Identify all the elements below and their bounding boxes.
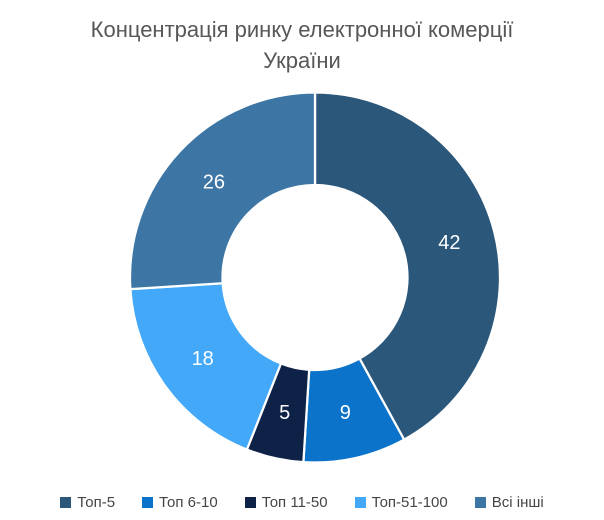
legend-label: Топ 11-50 (261, 494, 328, 511)
data-label-segment-3: 5 (279, 402, 290, 424)
donut-segment-4 (129, 282, 283, 451)
chart-title: Концентрація ринку електронної комерції … (0, 14, 604, 76)
legend-swatch-icon (354, 497, 366, 508)
legend-label: Топ-51-100 (371, 494, 448, 511)
legend-swatch-icon (60, 497, 72, 508)
legend-label: Топ 6-10 (159, 494, 218, 511)
legend-item-1: Топ-5 (60, 494, 115, 511)
donut-segment-1 (313, 91, 502, 441)
legend-swatch-icon (142, 497, 154, 508)
legend-item-4: Топ-51-100 (354, 494, 448, 511)
legend-item-5: Всі інші (474, 494, 544, 511)
legend-swatch-icon (474, 497, 486, 508)
chart-title-text: Концентрація ринку електронної комерції … (90, 17, 514, 73)
legend-item-3: Топ 11-50 (244, 494, 328, 511)
data-label-segment-1: 42 (438, 232, 460, 254)
chart-legend: Топ-5 Топ 6-10 Топ 11-50 Топ-51-100 Всі інші (0, 494, 604, 511)
data-label-segment-2: 9 (340, 402, 351, 424)
data-label-segment-5: 26 (203, 172, 225, 194)
legend-label: Топ-5 (77, 494, 116, 511)
legend-item-2: Топ 6-10 (142, 494, 218, 511)
legend-label: Всі інші (491, 494, 544, 511)
donut-segment-5 (128, 91, 317, 291)
legend-swatch-icon (244, 497, 256, 508)
data-label-segment-4: 18 (192, 348, 214, 370)
